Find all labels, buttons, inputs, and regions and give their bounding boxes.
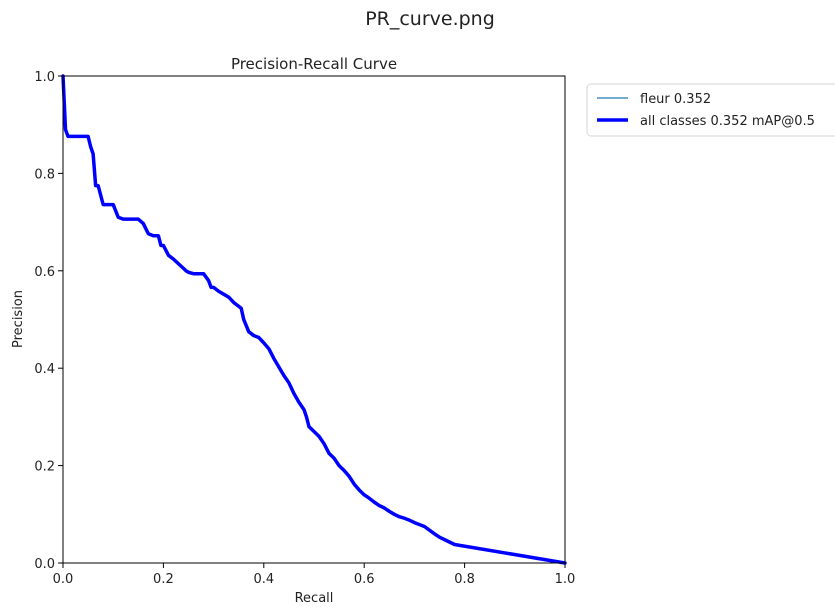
series-line-1 [61,74,567,565]
x-tick-label: 0.0 [53,572,74,587]
y-tick-label: 0.6 [34,265,55,280]
legend-box [586,83,835,137]
plot-frame [62,75,566,564]
chart-title: Precision-Recall Curve [231,55,397,73]
x-tick-label: 0.6 [354,572,375,587]
series-line-0 [62,75,566,564]
legend: fleur 0.352 all classes 0.352 mAP@0.5 [586,83,835,137]
series-layer [61,74,567,565]
y-tick-label: 1.0 [34,70,55,85]
window-title: PR_curve.png [365,8,495,30]
y-tick-label: 0.2 [34,460,55,475]
x-tick-label: 0.4 [253,572,274,587]
y-tick-label: 0.0 [34,557,55,572]
ticks-layer: 0.0 0.2 0.4 0.6 0.8 1.0 0.0 0.2 0.4 0.6 0.8 1.0 [34,70,575,587]
x-tick-label: 1.0 [555,572,576,587]
x-tick-label: 0.2 [153,572,174,587]
legend-label-1: all classes 0.352 mAP@0.5 [640,114,815,129]
x-tick-label: 0.8 [454,572,475,587]
y-axis-title: Precision [11,290,26,348]
x-axis-title: Recall [295,591,334,606]
legend-label-0: fleur 0.352 [640,92,711,107]
y-tick-label: 0.8 [34,167,55,182]
y-tick-label: 0.4 [34,362,55,377]
